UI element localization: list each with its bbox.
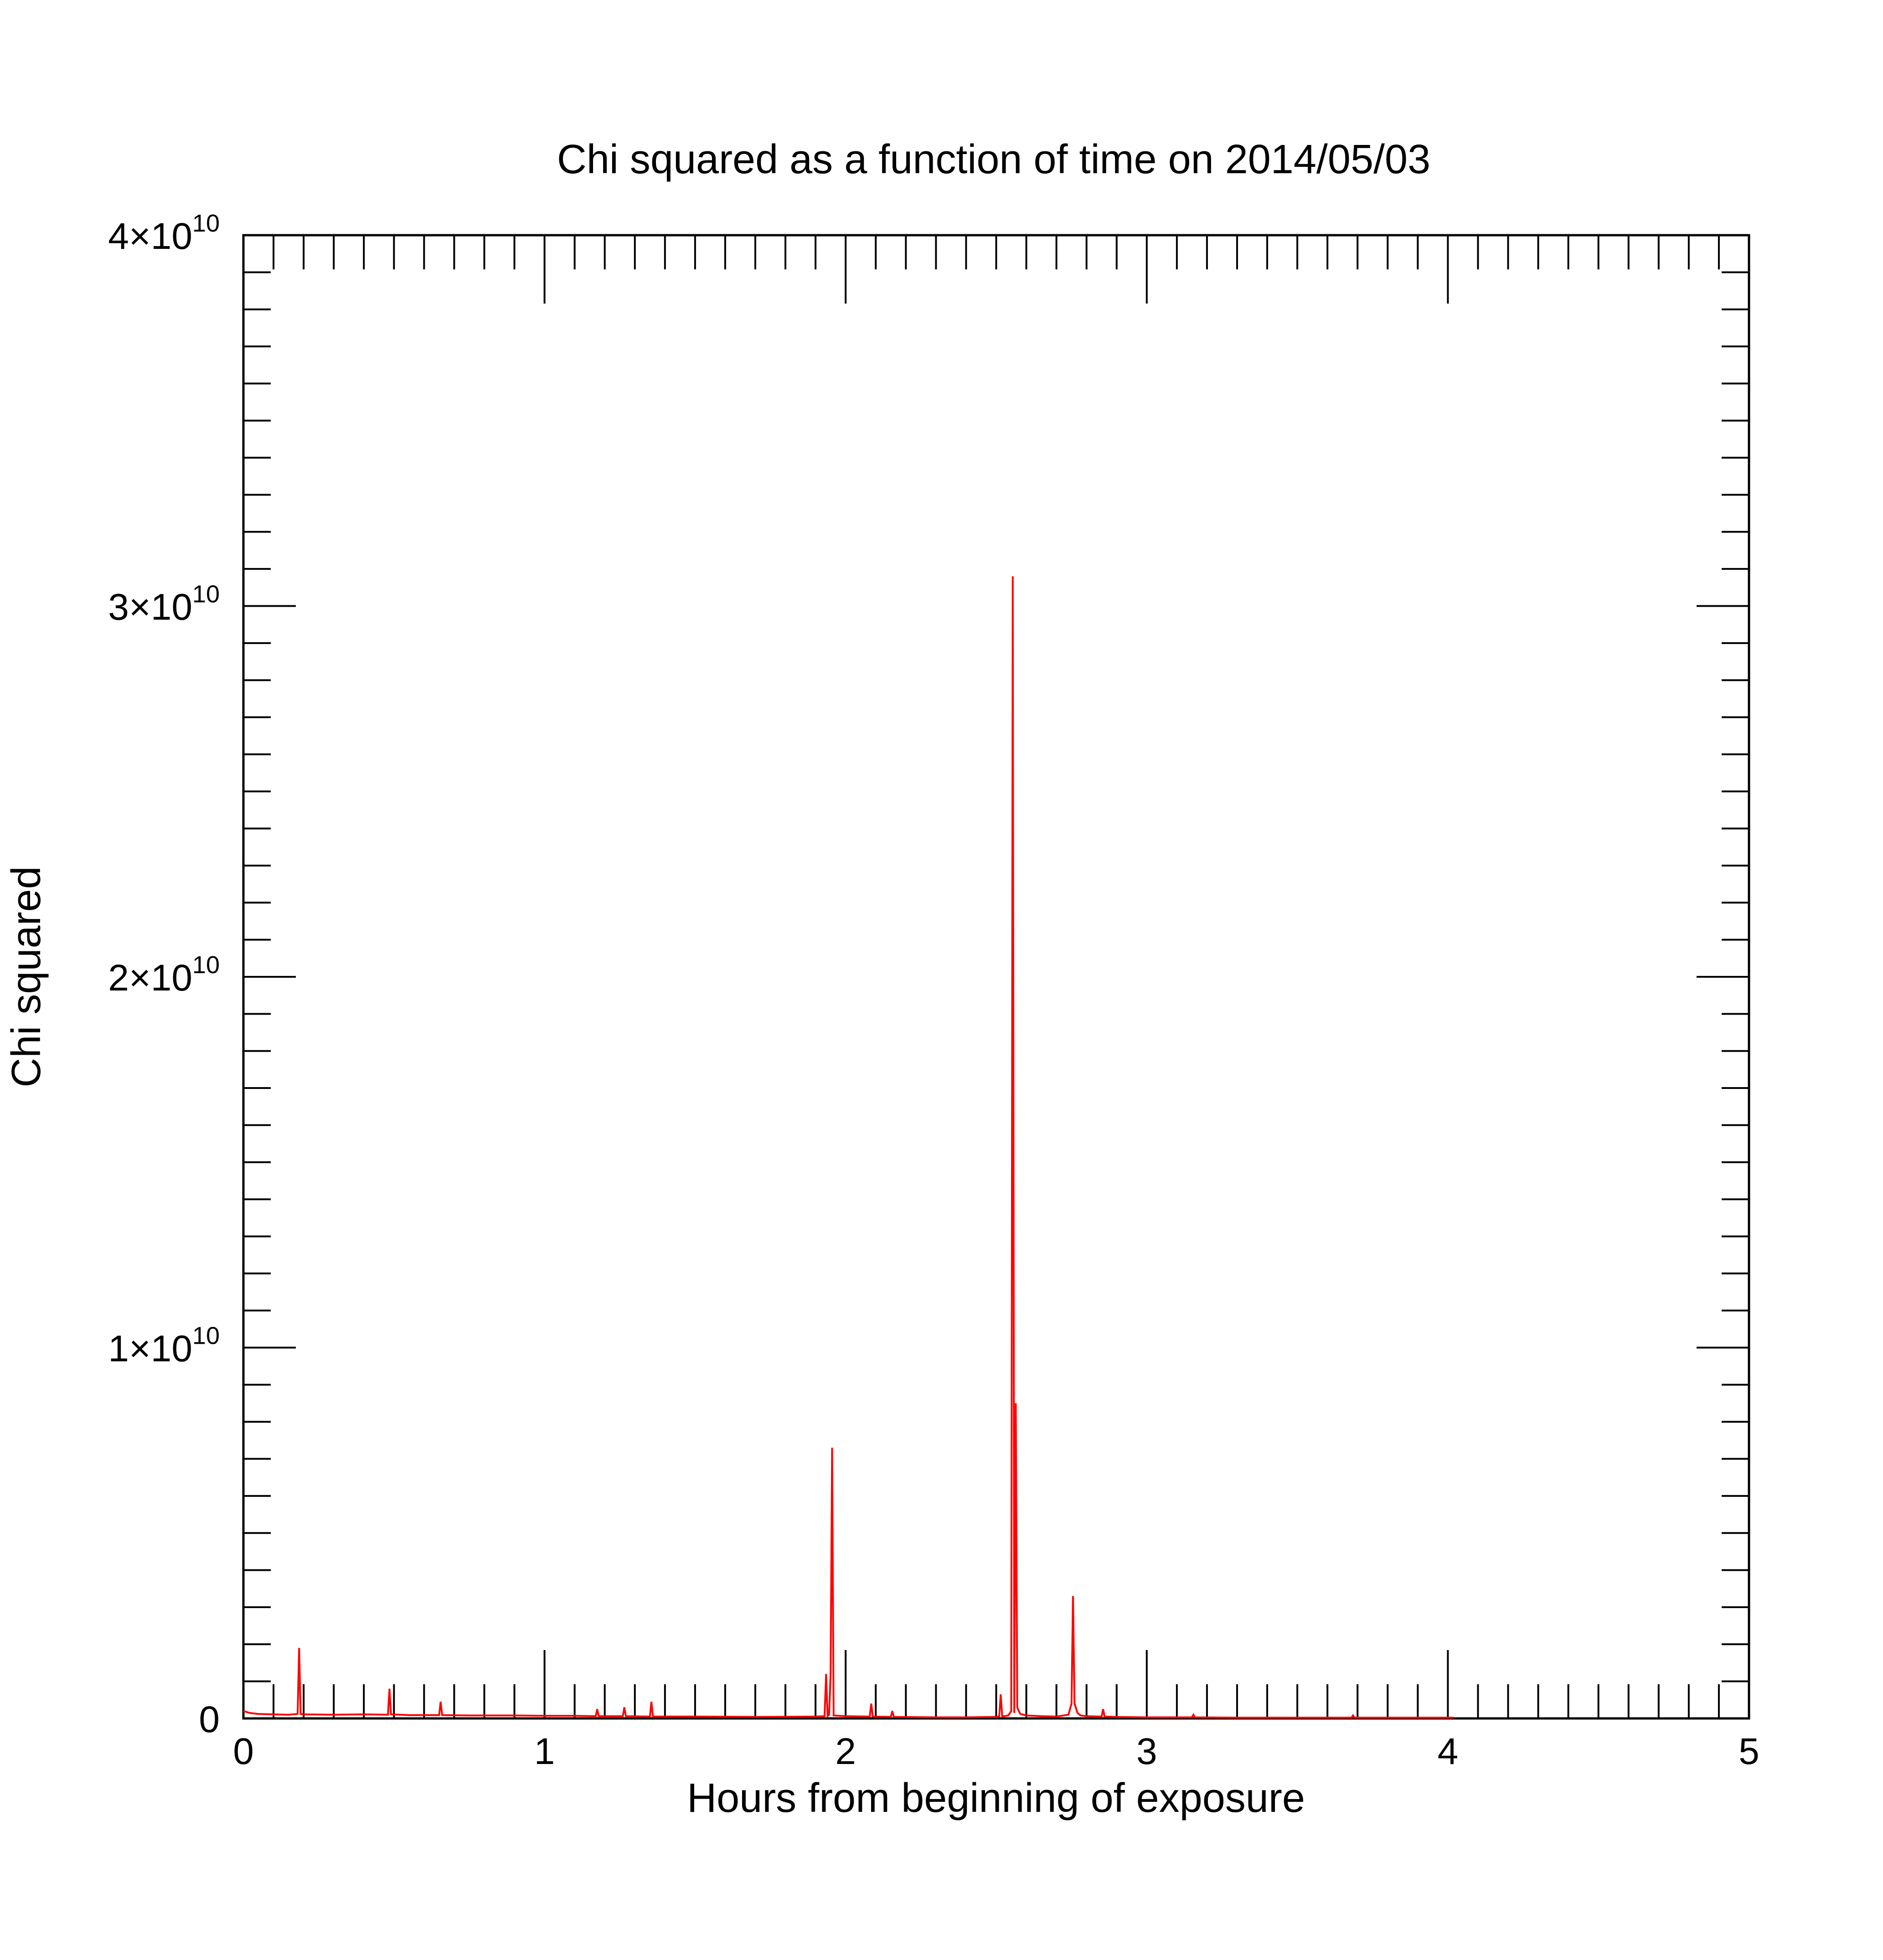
series-line bbox=[243, 576, 1454, 1719]
x-tick-label: 1 bbox=[534, 1731, 555, 1772]
y-tick-label: 3×1010 bbox=[108, 581, 220, 628]
x-tick-label: 0 bbox=[233, 1731, 254, 1772]
x-tick-label: 4 bbox=[1438, 1731, 1459, 1772]
x-tick-labels: 0 1 2 3 4 5 bbox=[233, 1731, 1759, 1772]
y-tick-label: 4×1010 bbox=[108, 210, 220, 257]
series-layer bbox=[243, 576, 1454, 1719]
axis-ticks bbox=[242, 234, 1750, 1719]
y-axis-label: Chi squared bbox=[4, 866, 49, 1087]
x-axis-label: Hours from beginning of exposure bbox=[687, 1775, 1305, 1821]
chart-title: Chi squared as a function of time on 201… bbox=[557, 137, 1430, 182]
plot-area: 0 1 2 3 4 5 0 1×1010 2×1010 3×1010 4×1010 bbox=[108, 210, 1759, 1772]
x-tick-label: 3 bbox=[1136, 1731, 1157, 1772]
plot-frame bbox=[242, 234, 1750, 1720]
y-tick-label: 1×1010 bbox=[108, 1322, 220, 1370]
y-tick-label: 2×1010 bbox=[108, 951, 220, 999]
y-tick-labels: 0 1×1010 2×1010 3×1010 4×1010 bbox=[108, 210, 220, 1740]
x-tick-label: 2 bbox=[835, 1731, 856, 1772]
x-tick-label: 5 bbox=[1739, 1731, 1759, 1772]
y-tick-label: 0 bbox=[199, 1699, 220, 1740]
